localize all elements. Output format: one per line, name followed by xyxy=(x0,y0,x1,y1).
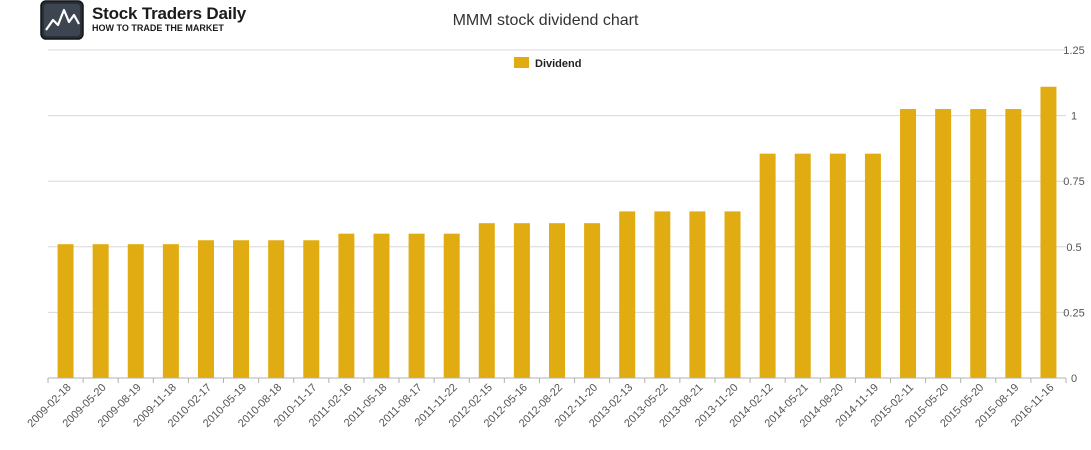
bar-dividend[interactable] xyxy=(57,244,74,378)
y-tick-label: 0 xyxy=(1071,373,1077,385)
bar-dividend[interactable] xyxy=(197,240,214,378)
bar-dividend[interactable] xyxy=(513,223,530,378)
bar-dividend[interactable] xyxy=(303,240,320,378)
bar-dividend[interactable] xyxy=(162,244,179,378)
bar-dividend[interactable] xyxy=(689,211,706,378)
bar-dividend[interactable] xyxy=(864,153,881,378)
chart-line-logo-icon xyxy=(40,0,84,40)
bar-dividend[interactable] xyxy=(127,244,144,378)
bar-dividend[interactable] xyxy=(1005,109,1022,378)
bar-dividend[interactable] xyxy=(92,244,109,378)
legend-label-dividend: Dividend xyxy=(535,58,581,70)
bar-dividend[interactable] xyxy=(233,240,250,378)
chart-legend: Dividend xyxy=(514,57,581,70)
brand-logo: Stock Traders Daily HOW TO TRADE THE MAR… xyxy=(40,0,246,42)
bar-dividend[interactable] xyxy=(619,211,636,378)
bar-dividend[interactable] xyxy=(1040,86,1057,379)
brand-tagline: HOW TO TRADE THE MARKET xyxy=(92,23,224,33)
bar-dividend[interactable] xyxy=(408,233,425,378)
bar-dividend[interactable] xyxy=(654,211,671,378)
bar-dividend[interactable] xyxy=(584,223,601,378)
bar-dividend[interactable] xyxy=(549,223,565,378)
bar-dividend[interactable] xyxy=(759,153,776,378)
bar-dividend[interactable] xyxy=(443,233,460,378)
bar-dividend[interactable] xyxy=(724,211,741,378)
bar-dividend[interactable] xyxy=(338,233,355,378)
bar-dividend[interactable] xyxy=(373,233,390,378)
legend-swatch-dividend xyxy=(514,57,529,68)
y-tick-label: 0.25 xyxy=(1063,307,1084,319)
bar-dividend[interactable] xyxy=(900,109,917,378)
y-tick-label: 0.75 xyxy=(1063,176,1084,188)
y-tick-label: 0.5 xyxy=(1066,242,1081,254)
bar-dividend[interactable] xyxy=(829,153,846,378)
bar-dividend[interactable] xyxy=(478,223,495,378)
brand-name: Stock Traders Daily xyxy=(92,4,246,23)
bar-dividend[interactable] xyxy=(935,109,952,378)
y-tick-label: 1 xyxy=(1071,111,1077,123)
bar-dividend[interactable] xyxy=(970,109,987,378)
bar-dividend[interactable] xyxy=(794,153,811,378)
bar-dividend[interactable] xyxy=(268,240,285,378)
chart-title: MMM stock dividend chart xyxy=(452,12,639,29)
y-tick-label: 1.25 xyxy=(1063,45,1084,57)
